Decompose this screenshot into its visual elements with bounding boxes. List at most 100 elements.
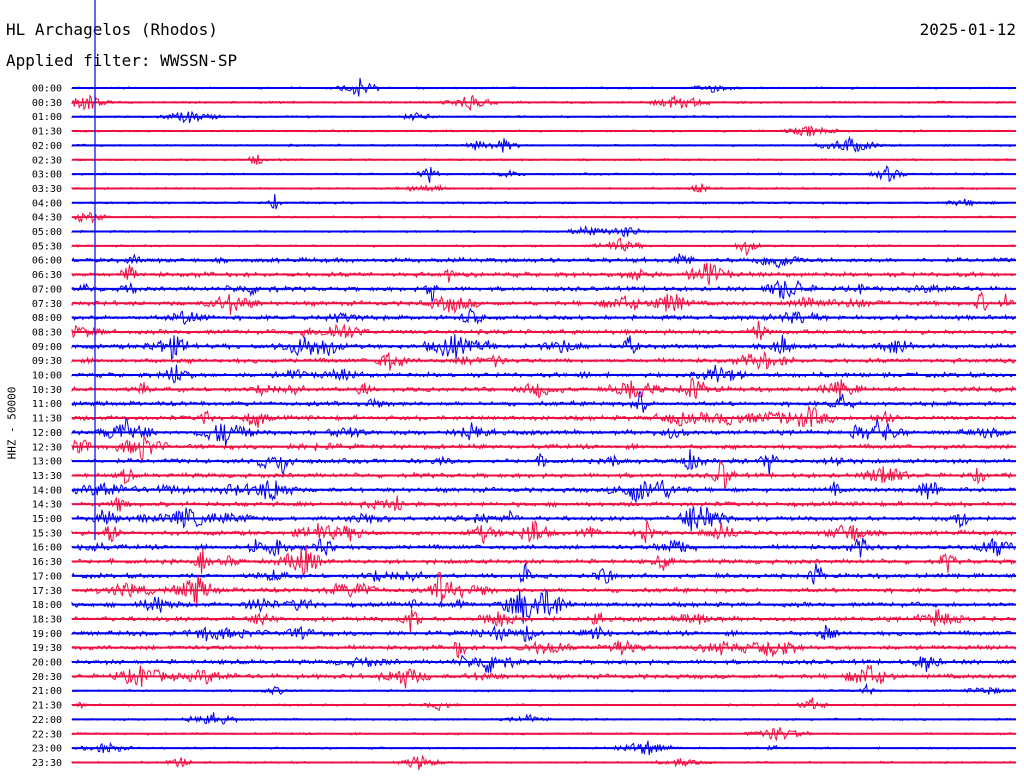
row-time-label: 08:30 [32, 327, 62, 338]
row-time-label: 19:00 [32, 629, 62, 640]
trace-45 [71, 727, 1016, 742]
row-time-label: 21:00 [32, 686, 62, 697]
row-time-label: 03:30 [32, 184, 62, 195]
trace-12 [71, 253, 1016, 269]
row-time-label: 00:00 [32, 84, 62, 95]
trace-14 [71, 279, 1016, 302]
trace-22 [71, 391, 1016, 413]
row-time-label: 12:00 [32, 428, 62, 439]
trace-2 [71, 110, 1016, 124]
trace-6 [71, 165, 1016, 183]
row-time-label: 13:30 [32, 471, 62, 482]
row-time-label: 12:30 [32, 442, 62, 453]
trace-7 [71, 183, 1016, 193]
trace-18 [71, 334, 1016, 361]
row-time-label: 13:00 [32, 457, 62, 468]
filter-label: Applied filter: WWSSN-SP [6, 51, 238, 70]
row-time-label: 18:00 [32, 600, 62, 611]
trace-21 [71, 377, 1016, 399]
row-time-label: 17:30 [32, 586, 62, 597]
trace-28 [71, 479, 1016, 504]
row-time-label: 14:30 [32, 500, 62, 511]
row-time-label: 22:30 [32, 729, 62, 740]
station-title: HL Archagelos (Rhodos) [6, 20, 218, 39]
trace-26 [71, 449, 1016, 476]
trace-30 [71, 506, 1016, 532]
trace-3 [71, 124, 1016, 137]
trace-5 [71, 154, 1016, 165]
trace-20 [71, 364, 1016, 384]
row-time-label: 09:00 [32, 342, 62, 353]
trace-group [71, 0, 1016, 770]
trace-25 [71, 435, 1016, 461]
row-time-label: 11:30 [32, 414, 62, 425]
time-label-group: 00:00 00:30 01:00 01:30 02:00 02:30 03:00 03:30… [32, 84, 62, 769]
trace-37 [71, 609, 1016, 633]
trace-44 [71, 712, 1016, 725]
row-time-label: 23:00 [32, 744, 62, 755]
trace-33 [71, 545, 1016, 577]
row-time-label: 04:00 [32, 198, 62, 209]
row-time-label: 20:30 [32, 672, 62, 683]
row-time-label: 05:30 [32, 241, 62, 252]
row-time-label: 21:30 [32, 701, 62, 712]
row-time-label: 18:30 [32, 614, 62, 625]
trace-13 [71, 262, 1016, 286]
trace-34 [71, 563, 1016, 585]
row-time-label: 03:00 [32, 170, 62, 181]
row-time-label: 01:00 [32, 112, 62, 123]
row-time-label: 22:00 [32, 715, 62, 726]
row-time-label: 20:00 [32, 658, 62, 669]
row-time-label: 07:00 [32, 284, 62, 295]
row-time-label: 19:30 [32, 643, 62, 654]
row-time-label: 17:00 [32, 571, 62, 582]
trace-31 [71, 519, 1016, 544]
row-time-label: 05:00 [32, 227, 62, 238]
row-time-label: 16:30 [32, 557, 62, 568]
row-time-label: 15:00 [32, 514, 62, 525]
row-time-label: 00:30 [32, 98, 62, 109]
trace-27 [71, 460, 1016, 491]
trace-42 [71, 682, 1016, 696]
trace-24 [71, 416, 1016, 447]
row-time-label: 10:30 [32, 385, 62, 396]
row-time-label: 02:00 [32, 141, 62, 152]
trace-39 [71, 639, 1016, 659]
row-time-label: 08:00 [32, 313, 62, 324]
row-time-label: 04:30 [32, 213, 62, 224]
trace-8 [71, 194, 1016, 210]
trace-35 [71, 571, 1016, 608]
trace-19 [71, 351, 1016, 371]
date-label: 2025-01-12 [919, 20, 1016, 39]
trace-41 [71, 664, 1016, 689]
row-time-label: 06:30 [32, 270, 62, 281]
trace-1 [71, 94, 1016, 111]
trace-16 [71, 307, 1016, 326]
row-time-label: 02:30 [32, 155, 62, 166]
trace-36 [71, 589, 1016, 624]
trace-32 [71, 537, 1016, 558]
trace-23 [71, 406, 1016, 429]
trace-47 [71, 754, 1016, 770]
trace-11 [71, 237, 1016, 256]
row-time-label: 23:30 [32, 758, 62, 769]
row-time-label: 14:00 [32, 485, 62, 496]
trace-4 [71, 135, 1016, 153]
row-time-label: 01:30 [32, 127, 62, 138]
trace-10 [71, 224, 1016, 238]
row-time-label: 16:00 [32, 543, 62, 554]
row-time-label: 06:00 [32, 256, 62, 267]
row-time-label: 15:30 [32, 528, 62, 539]
trace-38 [71, 624, 1016, 643]
trace-29 [71, 495, 1016, 512]
trace-46 [71, 740, 1016, 756]
trace-43 [71, 697, 1016, 712]
trace-15 [71, 290, 1016, 315]
trace-40 [71, 654, 1016, 673]
row-time-label: 07:30 [32, 299, 62, 310]
row-time-label: 11:00 [32, 399, 62, 410]
row-time-label: 09:30 [32, 356, 62, 367]
trace-17 [71, 320, 1016, 340]
row-time-label: 10:00 [32, 371, 62, 382]
